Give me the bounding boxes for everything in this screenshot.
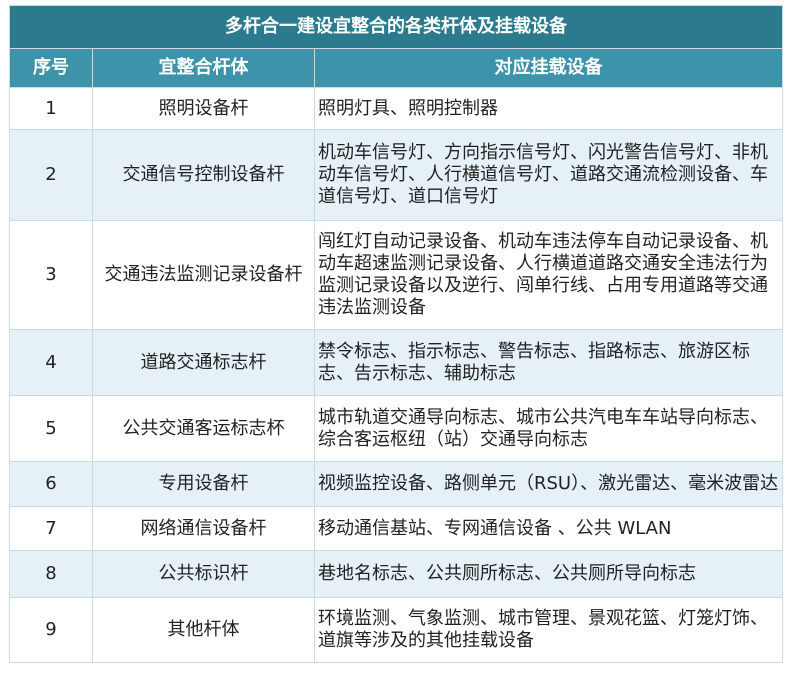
table-row: 3 交通违法监测记录设备杆 闯红灯自动记录设备、机动车违法停车自动记录设备、机动车超… (9, 220, 784, 330)
table-row: 1 照明设备杆 照明灯具、照明控制器 (9, 87, 784, 130)
pole-type: 交通信号控制设备杆 (92, 129, 315, 221)
pole-type: 其他杆体 (92, 597, 315, 663)
equipment: 照明灯具、照明控制器 (313, 87, 784, 130)
table-row: 5 公共交通客运标志杯 城市轨道交通导向标志、城市公共汽电车车站导向标志、综合客运枢… (9, 395, 784, 462)
table-row: 2 交通信号控制设备杆 机动车信号灯、方向指示信号灯、闪光警告信号灯、非机动车信号灯… (9, 129, 784, 221)
pole-type: 交通违法监测记录设备杆 (92, 220, 315, 330)
row-number: 7 (9, 506, 93, 551)
row-number: 3 (9, 220, 93, 330)
equipment: 环境监测、气象监测、城市管理、景观花篮、灯笼灯饰、道旗等涉及的其他挂载设备 (313, 597, 784, 663)
row-number: 1 (9, 87, 93, 130)
column-header: 宜整合杆体 (92, 48, 315, 88)
pole-type: 公共交通客运标志杯 (92, 395, 315, 462)
table-row: 8 公共标识杆 巷地名标志、公共厕所标志、公共厕所导向标志 (9, 550, 784, 598)
equipment: 视频监控设备、路侧单元（RSU）、激光雷达、毫米波雷达 (313, 461, 784, 507)
pole-type: 道路交通标志杆 (92, 329, 315, 396)
table-row: 4 道路交通标志杆 禁令标志、指示标志、警告标志、指路标志、旅游区标志、告示标志、辅… (9, 329, 784, 396)
row-number: 5 (9, 395, 93, 462)
equipment: 禁令标志、指示标志、警告标志、指路标志、旅游区标志、告示标志、辅助标志 (313, 329, 784, 396)
table-row: 6 专用设备杆 视频监控设备、路侧单元（RSU）、激光雷达、毫米波雷达 (9, 461, 784, 507)
row-number: 9 (9, 597, 93, 663)
column-header: 对应挂载设备 (313, 48, 784, 88)
pole-type: 网络通信设备杆 (92, 506, 315, 551)
row-number: 4 (9, 329, 93, 396)
row-number: 6 (9, 461, 93, 507)
pole-type: 专用设备杆 (92, 461, 315, 507)
table-row: 9 其他杆体 环境监测、气象监测、城市管理、景观花篮、灯笼灯饰、道旗等涉及的其他挂载… (9, 597, 784, 663)
column-header: 序号 (9, 48, 93, 88)
equipment: 闯红灯自动记录设备、机动车违法停车自动记录设备、机动车超速监测记录设备、人行横道… (313, 220, 784, 330)
table-title: 多杆合一建设宜整合的各类杆体及挂载设备 (8, 5, 784, 49)
row-number: 8 (9, 550, 93, 598)
table-row: 7 网络通信设备杆 移动通信基站、专网通信设备 、公共 WLAN (9, 506, 784, 551)
equipment: 巷地名标志、公共厕所标志、公共厕所导向标志 (313, 550, 784, 598)
equipment: 城市轨道交通导向标志、城市公共汽电车车站导向标志、综合客运枢纽（站）交通导向标志 (313, 395, 784, 462)
equipment-table: 多杆合一建设宜整合的各类杆体及挂载设备 序号 宜整合杆体 对应挂载设备 1 照明设… (8, 5, 784, 663)
pole-type: 公共标识杆 (92, 550, 315, 598)
equipment: 移动通信基站、专网通信设备 、公共 WLAN (313, 506, 784, 551)
row-number: 2 (9, 129, 93, 221)
pole-type: 照明设备杆 (92, 87, 315, 130)
equipment: 机动车信号灯、方向指示信号灯、闪光警告信号灯、非机动车信号灯、人行横道信号灯、道… (313, 129, 784, 221)
